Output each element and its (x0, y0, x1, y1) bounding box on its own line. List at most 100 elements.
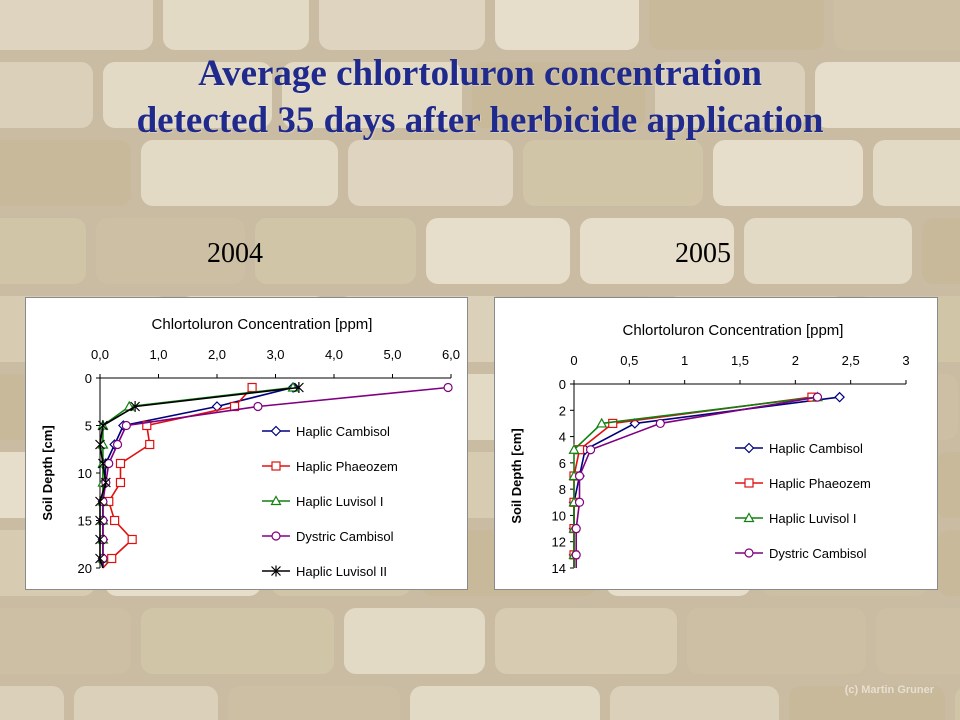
marker-circle (112, 439, 123, 450)
marker-triangle (743, 512, 755, 523)
y-tick-label: 4 (559, 430, 566, 445)
x-tick-label: 0,5 (620, 353, 638, 368)
brick (96, 218, 245, 284)
legend-item: Haplic Cambisol (735, 441, 863, 456)
marker-star (95, 439, 105, 450)
year-label-2004: 2004 (207, 238, 263, 269)
x-tick-label: 5,0 (383, 347, 401, 362)
marker-triangle (568, 443, 580, 454)
marker-star (95, 515, 105, 526)
brick (348, 140, 513, 206)
legend-label: Haplic Luvisol I (769, 511, 856, 526)
brick (141, 608, 334, 674)
x-tick-label: 3,0 (266, 347, 284, 362)
brick (523, 140, 703, 206)
brick (834, 0, 960, 50)
brick (141, 140, 338, 206)
brick (0, 218, 86, 284)
marker-circle (571, 523, 581, 534)
legend-label: Haplic Phaeozem (769, 476, 871, 491)
x-tick-label: 2,5 (842, 353, 860, 368)
slide-title-line-1: Average chlortoluron concentration (198, 53, 762, 94)
brick (744, 218, 912, 284)
x-tick-label: 0,0 (91, 347, 109, 362)
brick (815, 62, 960, 128)
legend-item: Haplic Luvisol I (262, 494, 383, 509)
series-line (102, 386, 449, 568)
brick (319, 0, 485, 50)
y-axis-label: Soil Depth [cm] (40, 425, 55, 520)
marker-square (608, 418, 618, 429)
x-tick-label: 1,5 (731, 353, 749, 368)
brick (495, 0, 639, 50)
legend-item: Dystric Cambisol (735, 546, 867, 561)
series-dystric-cambisol (571, 392, 823, 568)
x-tick-label: 2,0 (208, 347, 226, 362)
marker-star (293, 382, 304, 393)
chart-2005: Chlortoluron Concentration [ppm] Soil Dep… (509, 322, 910, 576)
brick (580, 218, 734, 284)
brick (873, 140, 960, 206)
brick (955, 688, 960, 720)
legend-item: Haplic Cambisol (262, 424, 390, 439)
marker-diamond (270, 425, 282, 437)
brick (163, 0, 309, 50)
chart-2004: Chlortoluron Concentration [ppm] Soil Dep… (40, 316, 460, 579)
marker-circle (443, 382, 453, 393)
y-tick-label: 0 (559, 377, 566, 392)
legend-label: Haplic Luvisol II (296, 564, 387, 579)
marker-square (142, 420, 152, 431)
brick (789, 686, 945, 720)
marker-star (95, 496, 105, 507)
y-tick-label: 20 (78, 561, 92, 576)
brick (936, 452, 960, 518)
marker-circle (574, 497, 585, 507)
brick (0, 686, 64, 720)
marker-circle (812, 392, 823, 402)
y-tick-label: 10 (78, 466, 92, 481)
marker-circle (104, 458, 114, 469)
brick (922, 218, 960, 284)
x-tick-label: 1,0 (149, 347, 167, 362)
brick (0, 608, 131, 674)
brick (74, 686, 218, 720)
y-tick-label: 10 (552, 508, 566, 523)
marker-square (744, 478, 754, 488)
y-tick-label: 12 (552, 535, 566, 550)
marker-star (95, 553, 105, 564)
brick (472, 62, 645, 128)
y-tick-label: 14 (552, 561, 566, 576)
marker-circle (571, 550, 581, 560)
marker-star (95, 534, 105, 545)
marker-circle (585, 445, 596, 455)
marker-square (110, 515, 120, 526)
chart-title: Chlortoluron Concentration [ppm] (623, 322, 844, 339)
y-tick-label: 6 (559, 456, 566, 471)
y-tick-label: 0 (85, 371, 92, 386)
marker-square (127, 534, 137, 545)
legend-item: Haplic Luvisol II (262, 564, 387, 579)
x-tick-label: 4,0 (325, 347, 343, 362)
y-tick-label: 5 (85, 419, 92, 434)
brick (255, 218, 416, 284)
chart-panel-2005: Chlortoluron Concentration [ppm] Soil Dep… (494, 297, 938, 590)
x-tick-label: 3 (902, 353, 909, 368)
brick (655, 62, 805, 128)
legend-label: Haplic Luvisol I (296, 494, 383, 509)
y-axis-label: Soil Depth [cm] (509, 428, 524, 523)
brick (344, 608, 485, 674)
marker-circle (271, 531, 281, 541)
brick (713, 140, 863, 206)
brick (0, 62, 93, 128)
legend-label: Dystric Cambisol (769, 546, 867, 561)
marker-square (115, 477, 126, 488)
y-tick-label: 15 (78, 514, 92, 529)
series-dystric-cambisol (98, 382, 453, 568)
marker-circle (574, 471, 585, 481)
brick (938, 530, 960, 596)
marker-diamond (834, 391, 845, 403)
brick (495, 608, 677, 674)
brick (610, 686, 779, 720)
copyright-watermark: (c) Martin Gruner (844, 684, 934, 696)
y-tick-label: 2 (559, 403, 566, 418)
